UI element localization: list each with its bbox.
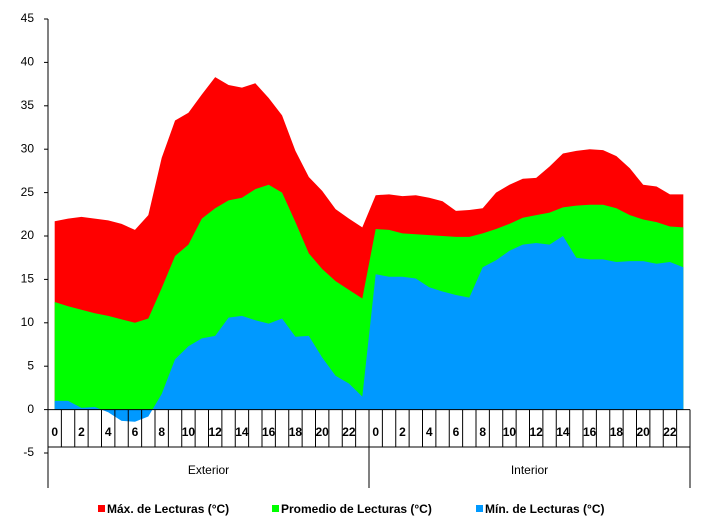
x-tick-label: 18 xyxy=(289,425,303,439)
legend-swatch xyxy=(98,505,105,512)
x-tick-label: 14 xyxy=(556,425,570,439)
x-tick-label: 22 xyxy=(342,425,356,439)
y-tick-label: -5 xyxy=(23,445,34,459)
legend-label: Mín. de Lecturas (°C) xyxy=(485,502,604,516)
x-tick-label: 4 xyxy=(105,425,112,439)
x-tick-label: 6 xyxy=(453,425,460,439)
x-tick-label: 0 xyxy=(51,425,58,439)
x-tick-label: 12 xyxy=(530,425,544,439)
x-tick-label: 4 xyxy=(426,425,433,439)
y-tick-label: 35 xyxy=(21,98,35,112)
y-tick-label: 5 xyxy=(27,358,34,372)
x-tick-label: 18 xyxy=(610,425,624,439)
y-tick-label: 40 xyxy=(21,55,35,69)
x-tick-label: 10 xyxy=(182,425,196,439)
x-tick-label: 20 xyxy=(637,425,651,439)
x-tick-label: 12 xyxy=(209,425,223,439)
x-tick-label: 14 xyxy=(235,425,249,439)
y-tick-label: 20 xyxy=(21,228,35,242)
y-tick-label: 30 xyxy=(21,141,35,155)
x-tick-label: 16 xyxy=(583,425,597,439)
x-tick-label: 8 xyxy=(479,425,486,439)
y-tick-label: 45 xyxy=(21,11,35,25)
legend-swatch xyxy=(476,505,483,512)
area xyxy=(54,236,684,422)
legend-swatch xyxy=(272,505,279,512)
y-tick-label: 10 xyxy=(21,315,35,329)
x-tick-label: 0 xyxy=(372,425,379,439)
legend-label: Promedio de Lecturas (°C) xyxy=(281,502,432,516)
x-tick-label: 2 xyxy=(399,425,406,439)
legend-label: Máx. de Lecturas (°C) xyxy=(107,502,229,516)
x-tick-label: 6 xyxy=(132,425,139,439)
x-tick-label: 22 xyxy=(663,425,677,439)
y-tick-label: 0 xyxy=(27,402,34,416)
x-tick-label: 2 xyxy=(78,425,85,439)
y-tick-label: 25 xyxy=(21,185,35,199)
x-tick-label: 20 xyxy=(316,425,330,439)
y-tick-label: 15 xyxy=(21,272,35,286)
group-label: Exterior xyxy=(188,463,229,477)
x-tick-label: 10 xyxy=(503,425,517,439)
x-tick-label: 16 xyxy=(262,425,276,439)
group-label: Interior xyxy=(511,463,548,477)
x-tick-label: 8 xyxy=(158,425,165,439)
